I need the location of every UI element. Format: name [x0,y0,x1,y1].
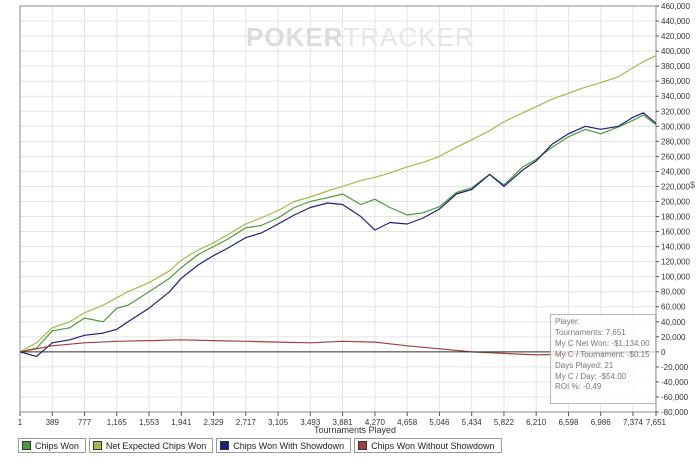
currency-unit-mark: $ [690,180,696,190]
y-tick-label: 40,000 [661,318,686,327]
x-tick-label: 389 [46,418,60,427]
y-tick-label: 80,000 [661,288,686,297]
y-tick-label: -20,000 [661,363,689,372]
series-line-net-expected-chips-won [19,55,657,353]
x-axis-title: Tournaments Played [313,425,397,435]
y-tick-label: 440,000 [661,17,690,26]
legend-item-net-expected-chips-won[interactable]: Net Expected Chips Won [88,438,214,453]
x-tick-label: 5,434 [462,418,483,427]
series-line-chips-won [19,114,657,353]
watermark-bold-text: POKER [246,22,344,52]
x-tick-label: 3,493 [300,418,321,427]
stats-line-per-tournament: My C / Tournament: -$0.15 [555,349,650,359]
stats-line-roi: ROI %: -0.49 [555,382,602,392]
y-tick-label: 220,000 [661,182,690,191]
x-tick-label: 1 [18,418,23,427]
legend-item-chips-won-with-showdown[interactable]: Chips Won With Showdown [216,438,352,453]
plot-area-border [19,5,657,413]
y-tick-label: 460,000 [661,2,690,11]
series-line-chips-won-with-showdown [19,112,657,357]
y-tick-label: 140,000 [661,243,690,252]
y-tick-label: 380,000 [661,62,690,71]
y-tick-label: 100,000 [661,273,690,282]
x-tick-label: 6,210 [526,418,547,427]
x-tick-label: 5,046 [429,418,450,427]
stats-line-days-played: Days Played: 21 [555,360,614,370]
y-tick-label: -60,000 [661,393,689,402]
legend-item-chips-won[interactable]: Chips Won [18,438,86,453]
series-layer [19,55,657,357]
legend-label: Net Expected Chips Won [105,440,207,451]
legend-label: Chips Won With Showdown [233,440,345,451]
stats-line-net-won: My C Net Won: -$1,134.00 [555,338,650,348]
x-tick-label: 1,553 [139,418,160,427]
legend-item-chips-won-without-showdown[interactable]: Chips Won Without Showdown [354,438,502,453]
y-axis: -80,000 -60,000 -40,000 -20,000 0 20,000 40,00… [656,2,690,417]
y-tick-label: 340,000 [661,92,690,101]
pokertracker-watermark-logo: POKERTRACKER [246,22,475,53]
y-tick-label: 200,000 [661,197,690,206]
y-tick-label: 400,000 [661,47,690,56]
x-tick-label: 4,270 [365,418,386,427]
x-tick-label: 7,374 [623,418,644,427]
legend-swatch-chips-won [22,441,31,450]
stats-line-tournaments: Tournaments: 7,651 [555,327,626,337]
y-tick-label: 260,000 [661,152,690,161]
y-tick-label: 300,000 [661,122,690,131]
y-tick-label: 320,000 [661,107,690,116]
y-tick-label: -40,000 [661,378,689,387]
x-tick-label: 6,598 [558,418,579,427]
x-tick-label: 2,329 [204,418,225,427]
y-tick-label: -80,000 [661,408,689,417]
y-tick-label: 240,000 [661,167,690,176]
x-tick-label: 777 [78,418,92,427]
y-tick-label: 360,000 [661,77,690,86]
x-tick-label: 1,165 [107,418,128,427]
x-tick-label: 5,822 [494,418,515,427]
player-stats-box: Player: Tournaments: 7,651 My C Net Won:… [550,314,656,404]
y-tick-label: 180,000 [661,213,690,222]
legend-swatch-chips-won-without-showdown [358,441,368,450]
stats-line-per-day: My C / Day: -$54.00 [555,371,627,381]
x-tick-label: 4,658 [397,418,418,427]
y-tick-label: 280,000 [661,137,690,146]
x-tick-label: 2,717 [236,418,257,427]
x-tick-label: 3,105 [268,418,289,427]
y-tick-label: 120,000 [661,258,690,267]
legend-swatch-net-expected-chips-won [92,441,102,450]
y-tick-label: 20,000 [661,333,686,342]
y-tick-label: 420,000 [661,32,690,41]
x-tick-label: 6,986 [591,418,612,427]
y-tick-label: 60,000 [661,303,686,312]
legend-label: Chips Won Without Showdown [371,440,495,451]
chart-legend: Chips Won Net Expected Chips Won Chips W… [18,438,502,453]
legend-swatch-chips-won-with-showdown [220,441,230,450]
watermark-light-text: TRACKER [343,22,475,52]
x-tick-label: 1,941 [171,418,192,427]
x-tick-label: 3,881 [333,418,354,427]
x-tick-label: 7,651 [646,418,667,427]
stats-line-player: Player: [555,317,580,326]
x-axis: 1 389 777 1,165 1,553 1,941 2,329 2,717 3,105 3,4… [18,412,667,427]
y-tick-label: 0 [661,348,666,357]
legend-label: Chips Won [35,440,79,451]
y-tick-label: 160,000 [661,228,690,237]
